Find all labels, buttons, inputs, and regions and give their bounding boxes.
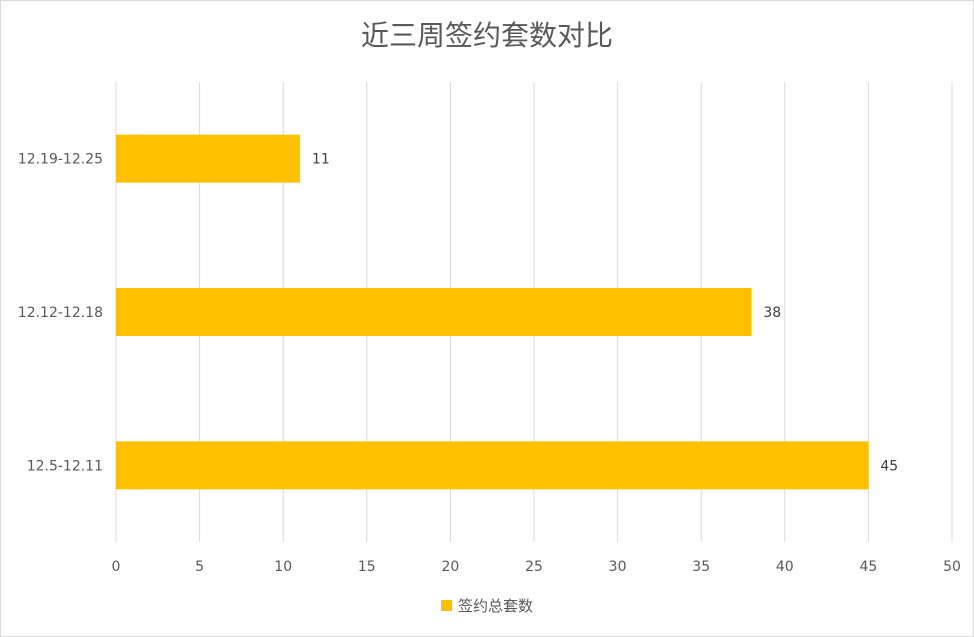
x-tick-label: 50 bbox=[943, 559, 961, 575]
bar bbox=[116, 288, 752, 336]
legend-label: 签约总套数 bbox=[457, 597, 533, 615]
x-tick-label: 5 bbox=[195, 559, 204, 575]
x-tick-label: 30 bbox=[609, 559, 627, 575]
x-tick-label: 10 bbox=[274, 559, 292, 575]
category-label: 12.19-12.25 bbox=[18, 152, 103, 168]
bar bbox=[116, 134, 300, 183]
x-tick-label: 35 bbox=[692, 559, 710, 575]
data-label: 11 bbox=[312, 152, 330, 168]
legend-swatch bbox=[440, 600, 452, 611]
x-tick-label: 40 bbox=[776, 559, 794, 575]
bar bbox=[116, 441, 869, 490]
x-tick-label: 25 bbox=[525, 559, 543, 575]
category-label: 12.12-12.18 bbox=[18, 305, 103, 321]
data-label: 45 bbox=[880, 458, 898, 474]
category-label: 12.5-12.11 bbox=[27, 458, 103, 474]
x-tick-label: 45 bbox=[859, 559, 877, 575]
x-tick-label: 15 bbox=[358, 559, 376, 575]
legend: 签约总套数 bbox=[0, 595, 974, 616]
chart-title: 近三周签约套数对比 bbox=[360, 19, 613, 52]
x-tick-label: 0 bbox=[112, 559, 121, 575]
data-label: 38 bbox=[763, 305, 781, 321]
x-tick-label: 20 bbox=[441, 559, 459, 575]
